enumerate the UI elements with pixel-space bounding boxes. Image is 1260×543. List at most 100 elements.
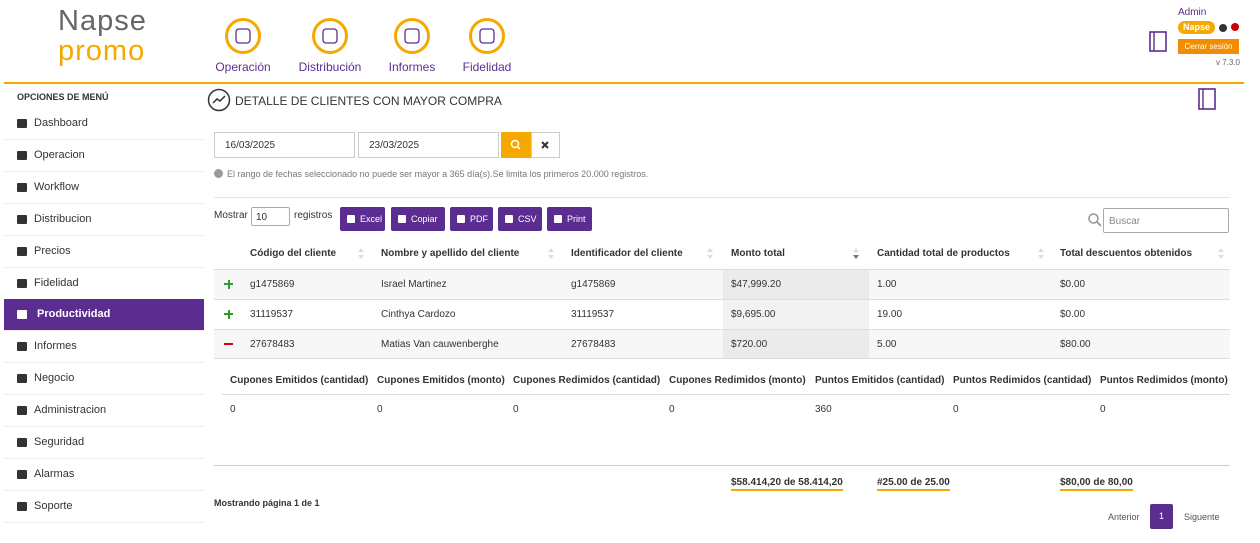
- menu-label[interactable]: Seguridad: [34, 436, 85, 448]
- menu-label[interactable]: Distribucion: [34, 212, 92, 225]
- table-cell: Israel Martinez: [381, 279, 447, 290]
- export-button[interactable]: PDF: [450, 207, 493, 231]
- button-icon: [505, 215, 513, 223]
- book-icon[interactable]: [1148, 30, 1170, 54]
- column-header[interactable]: Nombre y apellido del cliente: [381, 248, 520, 259]
- menu-item[interactable]: Soporte: [4, 491, 204, 523]
- table-row: [214, 329, 1230, 359]
- column-header[interactable]: Código del cliente: [250, 248, 337, 259]
- menu-label[interactable]: Workflow: [34, 180, 80, 193]
- menu-label[interactable]: Negocio: [34, 372, 75, 385]
- total: $58.414,20 de 58.414,20: [731, 477, 843, 491]
- detail-value: 0: [377, 404, 383, 415]
- menu-label[interactable]: Precios: [34, 244, 71, 257]
- menu-label[interactable]: Productividad: [37, 308, 111, 321]
- nav-label[interactable]: Fidelidad: [462, 60, 512, 74]
- search-input[interactable]: Buscar: [1103, 208, 1229, 233]
- button-label[interactable]: CSV: [518, 214, 537, 224]
- info-icon: [214, 169, 223, 178]
- detail-header: Cupones Redimidos (monto): [669, 375, 806, 386]
- sort-icon: [707, 255, 713, 259]
- sort-icon: [548, 248, 554, 252]
- total: $80,00 de 80,00: [1060, 477, 1133, 491]
- button-icon: [347, 215, 355, 223]
- menu-item[interactable]: Fidelidad: [4, 268, 204, 300]
- date-to[interactable]: 23/03/2025: [358, 132, 499, 158]
- nav-icon[interactable]: [468, 17, 506, 55]
- button-label[interactable]: Copiar: [411, 214, 438, 224]
- menu-label[interactable]: Soporte: [34, 499, 73, 512]
- book-icon[interactable]: [1196, 87, 1220, 113]
- collapse-icon[interactable]: [224, 343, 233, 345]
- nav-label[interactable]: Operación: [215, 60, 271, 74]
- column-header[interactable]: Cantidad total de productos: [877, 248, 1010, 259]
- menu-item[interactable]: Alarmas: [4, 459, 204, 491]
- sort-icon: [853, 248, 859, 252]
- menu-item[interactable]: Administracion: [4, 395, 204, 428]
- export-button[interactable]: Copiar: [391, 207, 445, 231]
- nav-label[interactable]: Distribución: [298, 60, 362, 74]
- sort-icon: [1038, 248, 1044, 252]
- menu-item[interactable]: Operacion: [4, 140, 204, 172]
- expand-icon[interactable]: [227, 279, 230, 289]
- notice: El rango de fechas seleccionado no puede…: [227, 169, 649, 179]
- clear-button[interactable]: [531, 132, 560, 158]
- column-header[interactable]: Monto total: [731, 248, 785, 259]
- menu-item[interactable]: Distribucion: [4, 204, 204, 236]
- nav-icon[interactable]: [393, 17, 431, 55]
- nav-label[interactable]: Informes: [388, 60, 436, 74]
- menu-label[interactable]: Administracion: [34, 404, 107, 417]
- version: v 7.3.0: [1215, 58, 1240, 67]
- sorted-cell: [723, 270, 869, 299]
- menu-label[interactable]: Operacion: [34, 148, 85, 161]
- menu-label[interactable]: Fidelidad: [34, 276, 79, 289]
- detail-header: Cupones Emitidos (monto): [377, 375, 505, 386]
- menu-item[interactable]: Precios: [4, 236, 204, 268]
- page-button[interactable]: 1: [1150, 504, 1173, 529]
- next-button[interactable]: Siguente: [1184, 512, 1220, 522]
- menu-label[interactable]: Dashboard: [34, 117, 88, 129]
- menu-item[interactable]: Informes: [4, 331, 204, 364]
- export-button[interactable]: CSV: [498, 207, 542, 231]
- menu-item[interactable]: Productividad: [4, 299, 204, 332]
- logout-button[interactable]: Cerrar sesión: [1178, 39, 1239, 54]
- menu-label[interactable]: Informes: [34, 340, 77, 353]
- export-button[interactable]: Print: [547, 207, 592, 231]
- prev-button[interactable]: Anterior: [1108, 512, 1140, 522]
- menu-item[interactable]: Negocio: [4, 363, 204, 396]
- table-cell: 27678483: [250, 339, 295, 350]
- nav-icon[interactable]: [224, 17, 262, 55]
- table-cell: 5.00: [877, 339, 897, 350]
- table-cell: g1475869: [571, 279, 616, 290]
- button-label[interactable]: Print: [567, 214, 586, 224]
- column-header[interactable]: Identificador del cliente: [571, 248, 683, 259]
- table-cell: 1.00: [877, 279, 897, 290]
- detail-header: Puntos Emitidos (cantidad): [815, 375, 945, 386]
- export-button[interactable]: Excel: [340, 207, 385, 231]
- button-label[interactable]: PDF: [470, 214, 488, 224]
- page-size[interactable]: 10: [251, 207, 290, 226]
- button-label[interactable]: Excel: [360, 214, 383, 224]
- sort-icon: [1218, 255, 1224, 259]
- table-cell: $0.00: [1060, 309, 1086, 320]
- menu-item[interactable]: Seguridad: [4, 427, 204, 459]
- sort-icon: [1218, 248, 1224, 252]
- menu-icon: [17, 246, 27, 256]
- search-icon: [1088, 213, 1102, 227]
- detail-line: [222, 394, 1230, 395]
- menu-item[interactable]: Dashboard: [4, 108, 204, 140]
- expand-icon[interactable]: [227, 309, 230, 319]
- menu-icon: [17, 150, 27, 160]
- detail-value: 0: [1100, 404, 1106, 415]
- menu-item[interactable]: Workflow: [4, 172, 204, 204]
- date-from[interactable]: 16/03/2025: [214, 132, 355, 158]
- user-name: Admin: [1178, 7, 1207, 18]
- menu-label[interactable]: Alarmas: [34, 467, 75, 480]
- table-cell: $0.00: [1060, 279, 1086, 290]
- button-icon: [398, 215, 406, 223]
- search-button[interactable]: [501, 132, 531, 158]
- nav-icon[interactable]: [311, 17, 349, 55]
- column-header[interactable]: Total descuentos obtenidos: [1060, 248, 1193, 259]
- header-line: [4, 82, 1244, 84]
